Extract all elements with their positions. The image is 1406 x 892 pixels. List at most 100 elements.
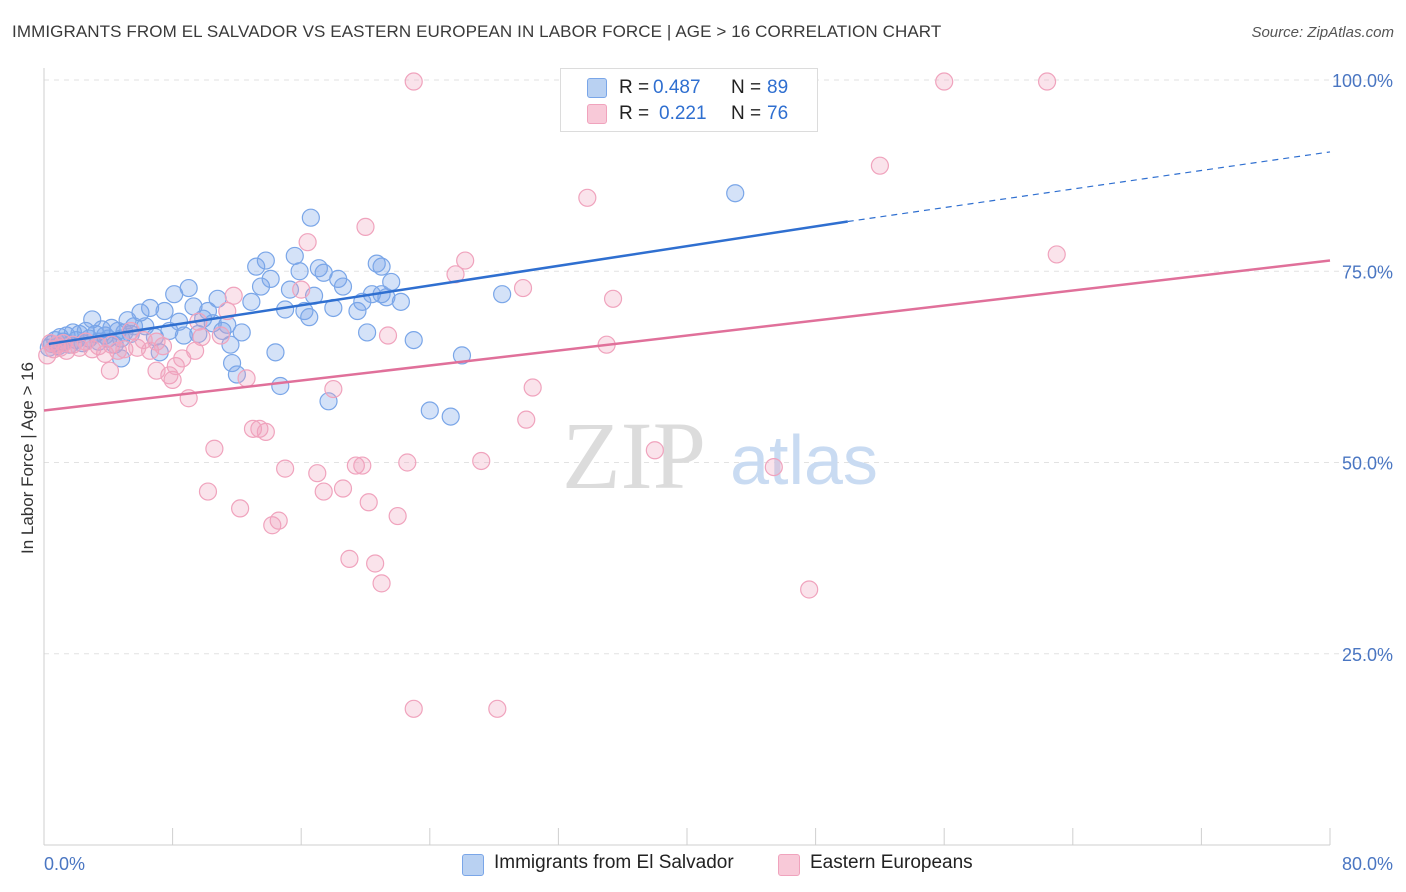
legend-swatch-pink [778, 854, 800, 876]
data-point-blue [221, 335, 240, 354]
data-point-pink [356, 217, 375, 236]
data-point-pink [256, 422, 275, 441]
data-point-pink [578, 188, 597, 207]
data-point-blue [358, 323, 377, 342]
data-point-blue [256, 251, 275, 270]
data-point-blue [242, 292, 261, 311]
y-tick-label: 100.0% [1332, 71, 1393, 91]
data-point-blue [290, 262, 309, 281]
data-point-blue [301, 208, 320, 227]
data-point-blue [420, 401, 439, 420]
data-point-pink [163, 370, 182, 389]
data-point-pink [372, 574, 391, 593]
data-point-pink [1037, 72, 1057, 91]
data-point-pink [366, 554, 385, 573]
source-label: Source: ZipAtlas.com [1251, 24, 1394, 41]
data-point-pink [147, 332, 166, 351]
data-point-pink [359, 493, 378, 512]
data-point-pink [378, 326, 398, 345]
data-point-blue [452, 346, 472, 365]
legend-label: Immigrants from El Salvador [494, 852, 734, 873]
tick-labels: 25.0% 50.0% 75.0% 100.0% 0.0% 80.0% [44, 71, 1393, 874]
data-point-pink [298, 233, 317, 252]
legend-n-value: 89 [767, 77, 789, 98]
data-point-blue [441, 407, 460, 426]
data-point-blue [391, 292, 410, 311]
data-point-blue [131, 303, 150, 322]
data-point-blue [266, 343, 285, 362]
data-point-pink [308, 464, 327, 483]
data-point-blue [271, 376, 290, 396]
data-point-pink [404, 699, 423, 718]
data-point-blue [155, 301, 174, 321]
watermark-atlas: atlas [730, 421, 878, 499]
data-point-pink [269, 511, 288, 530]
data-point-pink [153, 337, 173, 356]
data-point-pink [192, 327, 211, 347]
data-point-pink [340, 549, 359, 568]
data-points [38, 72, 1066, 718]
data-point-blue [295, 301, 314, 321]
data-point-blue [174, 326, 193, 345]
data-point-pink [231, 499, 250, 518]
data-point-blue [300, 308, 319, 327]
axes [43, 68, 1331, 846]
data-point-blue [227, 365, 246, 384]
data-point-pink [198, 482, 218, 501]
data-point-blue [404, 331, 423, 350]
data-point-pink [324, 379, 343, 399]
gridlines [44, 79, 1392, 655]
data-point-pink [517, 410, 536, 429]
data-point-pink [353, 456, 372, 475]
data-point-blue [372, 257, 391, 276]
data-point-blue [83, 310, 102, 329]
legend-swatch-blue [587, 78, 607, 98]
data-point-pink [488, 699, 507, 718]
data-point-pink [388, 506, 407, 526]
data-point-pink [603, 289, 623, 308]
legend-r-value: 0.221 [659, 103, 707, 124]
data-point-pink [333, 479, 353, 498]
data-point-pink [523, 378, 542, 397]
data-point-blue [726, 184, 745, 203]
data-point-blue [493, 285, 512, 304]
data-point-pink [108, 341, 128, 360]
data-point-pink [800, 580, 819, 599]
data-point-pink [47, 335, 66, 354]
data-point-blue [261, 269, 280, 288]
data-point-blue [222, 353, 242, 373]
trend-lines [43, 151, 1331, 412]
data-point-pink [276, 459, 295, 478]
legend-r-label: R = [619, 103, 650, 124]
data-point-blue [140, 298, 160, 318]
data-point-pink [237, 369, 256, 388]
legend-swatch-blue [462, 854, 484, 876]
data-point-pink [263, 516, 282, 535]
legend-r-value: 0.487 [653, 77, 701, 98]
data-point-pink [935, 72, 954, 91]
x-tick-label: 80.0% [1342, 854, 1393, 874]
legend-n-value: 76 [767, 103, 789, 124]
data-point-blue [367, 254, 386, 273]
data-point-pink [314, 482, 333, 501]
data-point-blue [251, 277, 271, 296]
data-point-pink [456, 251, 475, 270]
data-point-pink [870, 156, 890, 175]
data-point-pink [1047, 245, 1066, 264]
stats-legend: R = 0.487 N = 89 R = 0.221 N = 76 [560, 68, 818, 132]
data-point-pink [645, 441, 664, 460]
trend-line-blue [48, 220, 848, 346]
data-point-pink [211, 326, 230, 345]
data-point-blue [232, 323, 251, 342]
chart-title: IMMIGRANTS FROM EL SALVADOR VS EASTERN E… [12, 22, 942, 41]
data-point-pink [404, 72, 423, 91]
data-point-pink [205, 439, 224, 458]
legend-label: Eastern Europeans [810, 852, 973, 873]
data-point-pink [346, 456, 365, 475]
y-tick-label: 25.0% [1342, 645, 1393, 665]
data-point-pink [513, 278, 533, 298]
data-point-blue [285, 246, 304, 266]
trend-line-dashed-blue [847, 151, 1331, 223]
data-point-pink [472, 451, 491, 471]
